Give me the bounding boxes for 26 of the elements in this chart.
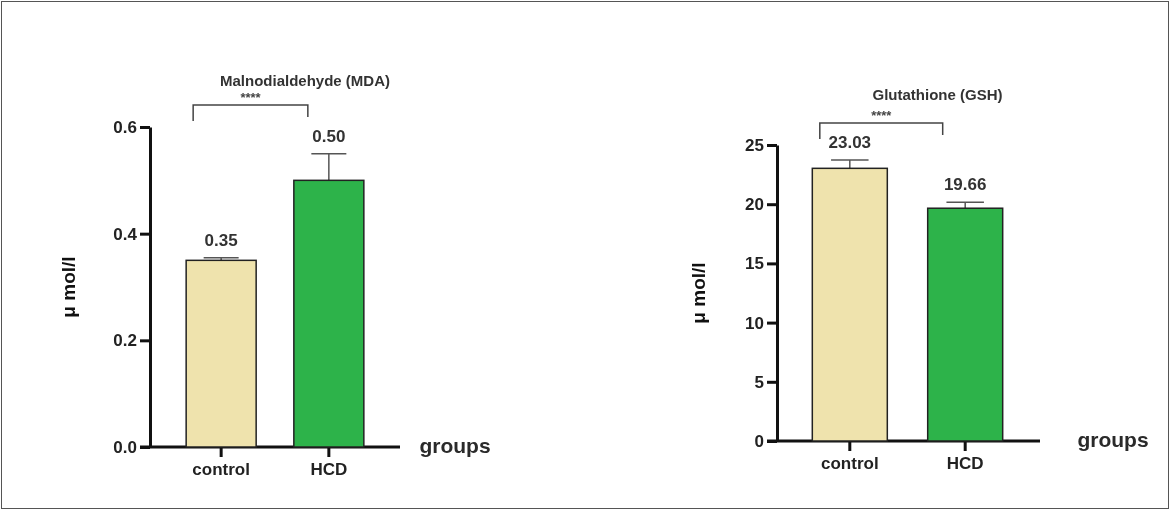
chart-title: Malnodialdehyde (MDA) [219,72,391,89]
y-tick-label: 25 [745,135,764,155]
data-label: 23.03 [828,133,872,153]
x-axis-title: groups [1077,428,1149,451]
y-axis-title: μ mol/l [58,256,79,318]
chart-title: Glutathione (GSH) [872,86,1003,103]
y-tick-label: 5 [754,372,764,392]
x-tick-label: HCD [946,454,984,474]
x-tick-label: HCD [310,460,348,480]
text: **** [240,90,262,105]
y-tick-label: 20 [745,195,764,215]
y-tick-label: 0.4 [113,224,138,244]
y-tick-label: 10 [745,313,764,333]
y-tick-label: 0.0 [113,437,137,457]
data-label: 19.66 [943,175,987,195]
text: **** [871,108,893,123]
y-tick-label: 15 [745,254,764,274]
y-tick-label: 0.6 [113,117,137,137]
y-tick-label: 0 [754,431,764,451]
data-label: 0.35 [204,230,238,250]
data-label: 0.50 [312,126,346,146]
x-tick-label: control [192,460,250,480]
x-tick-label: control [821,454,879,474]
y-tick-label: 0.2 [113,331,137,351]
y-axis-title: μ mol/l [688,262,709,324]
x-axis-title: groups [419,434,491,457]
